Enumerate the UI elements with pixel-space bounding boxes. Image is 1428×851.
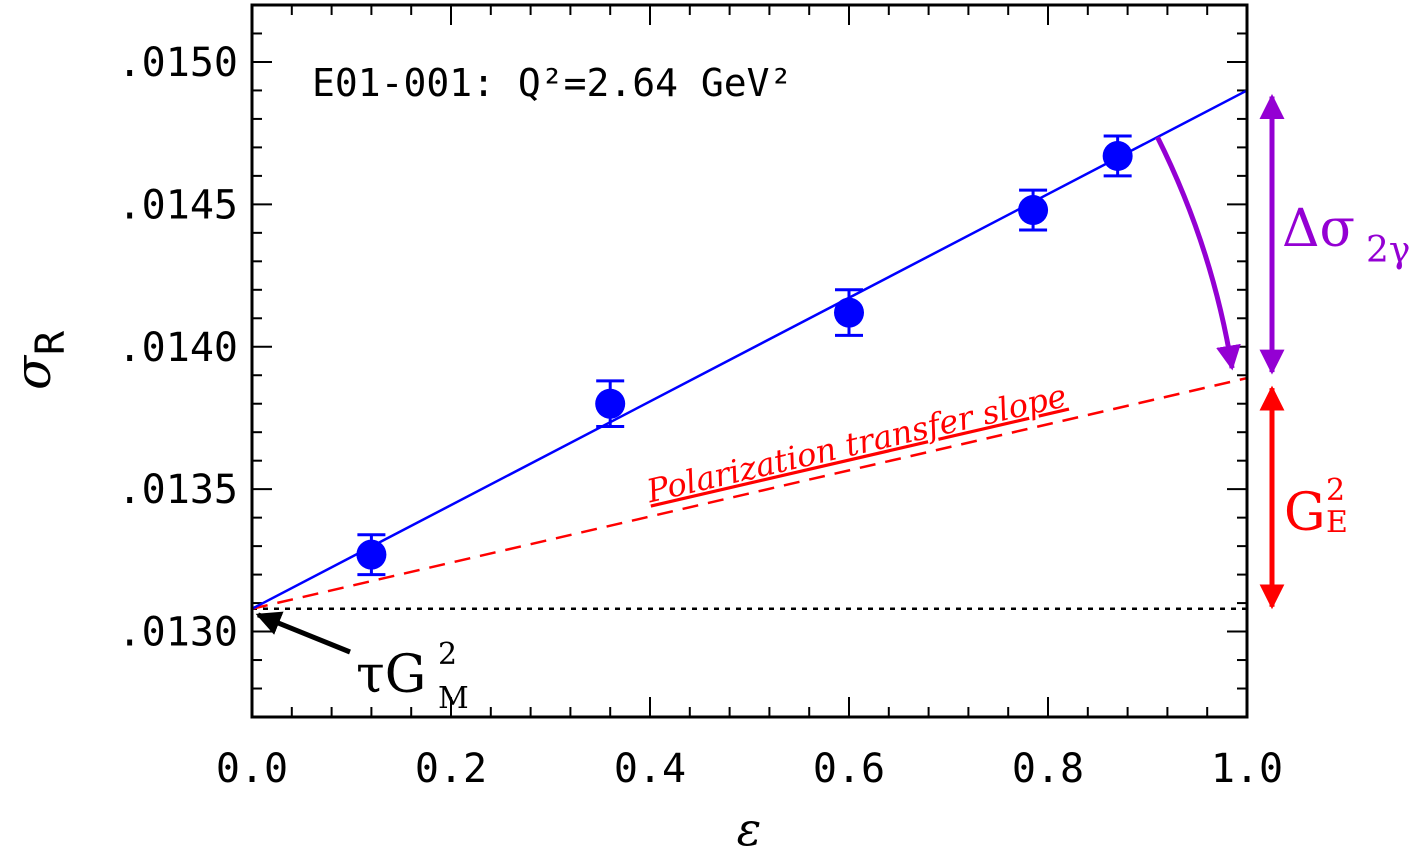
data-points [356,134,1133,577]
tick-labels: 0.0 0.2 0.4 0.6 0.8 1.0 .0130 .0135 .0140 .0145 .0… [118,40,1284,792]
data-point [595,388,626,419]
y-tick-label: .0135 [118,467,238,513]
svg-text:M: M [438,681,469,716]
data-point [1102,140,1133,171]
chart-title: E01-001: Q²=2.64 GeV² [312,61,792,105]
x-tick-label: 1.0 [1211,746,1283,792]
data-point [834,297,864,328]
shift-curved-arrow [1155,135,1241,371]
x-tick-label: 0.2 [415,746,487,792]
svg-text:τG: τG [356,645,426,705]
x-tick-label: 0.8 [1012,746,1084,792]
x-tick-label: 0.6 [813,746,885,792]
data-point [356,539,387,570]
x-tick-label: 0.4 [614,746,686,792]
fit-line [251,89,1248,610]
pt-slope-label: Polarization transfer slope [642,376,1070,510]
delta-sigma-annotation: Δσ 2γ [1282,199,1410,271]
svg-text:G: G [1284,483,1326,543]
axis-ticks [251,4,1248,718]
tau-gm-arrow [255,611,351,655]
ge-annotation: G 2 E [1284,473,1348,543]
x-tick-label: 0.0 [216,746,288,792]
plot-frame [250,3,1249,719]
y-tick-label: .0145 [118,182,238,228]
y-tick-label: .0140 [118,325,238,371]
pt-slope-line [251,376,1248,610]
x-axis-label: ε [737,802,762,851]
series-lines [251,89,1248,611]
svg-text:σ: σ [4,354,62,390]
svg-text:R: R [28,330,74,355]
y-tick-label: .0130 [118,610,238,656]
svg-text:2γ: 2γ [1366,230,1410,271]
svg-text:E: E [1326,505,1348,540]
data-point [1018,195,1049,226]
y-tick-label: .0150 [118,40,238,86]
svg-text:2: 2 [1326,473,1345,508]
y-axis-label: σ R [4,330,74,390]
tau-gm-annotation: τG 2 M [356,637,469,716]
svg-text:Δσ: Δσ [1282,199,1355,259]
svg-text:2: 2 [438,637,457,672]
